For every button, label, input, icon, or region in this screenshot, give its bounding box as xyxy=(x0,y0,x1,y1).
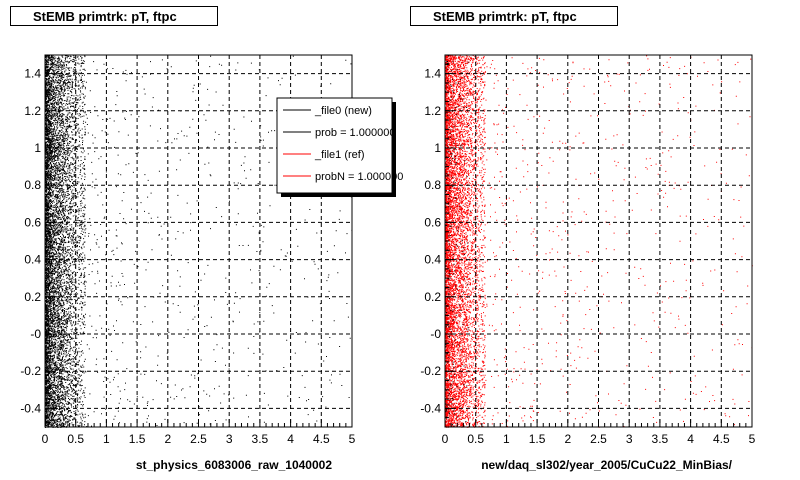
legend-label: probN = 1.000000 xyxy=(315,171,403,183)
scatter-points-0 xyxy=(45,55,353,428)
x-tick-label: 3.5 xyxy=(652,432,669,446)
x-tick-label: 1.5 xyxy=(529,432,546,446)
x-tick-label: 1.5 xyxy=(129,432,146,446)
y-tick-label: 1.2 xyxy=(424,104,441,118)
x-tick-label: 4.5 xyxy=(313,432,330,446)
legend-label: prob = 1.000000 xyxy=(315,127,395,139)
y-tick-label: 1.2 xyxy=(24,104,41,118)
y-tick-label: 1 xyxy=(434,141,441,155)
y-tick-label: 0.2 xyxy=(24,290,41,304)
x-tick-label: 1 xyxy=(103,432,110,446)
x-tick-label: 0.5 xyxy=(67,432,84,446)
grid-1 xyxy=(445,55,752,427)
y-tick-label: 1.4 xyxy=(424,67,441,81)
x-tick-label: 4 xyxy=(287,432,294,446)
x-tick-label: 3.5 xyxy=(252,432,269,446)
y-tick-label: -0 xyxy=(430,327,441,341)
y-tick-label: -0.2 xyxy=(420,364,441,378)
x-axis-title: st_physics_6083006_raw_1040002 xyxy=(136,458,332,472)
legend-box xyxy=(276,97,393,194)
x-tick-label: 0 xyxy=(442,432,449,446)
scatter-points-1 xyxy=(445,55,753,428)
x-tick-label: 0 xyxy=(42,432,49,446)
y-tick-label: 0.8 xyxy=(424,178,441,192)
x-tick-label: 5 xyxy=(749,432,756,446)
y-tick-label: 1.4 xyxy=(24,67,41,81)
grid-0 xyxy=(45,55,352,427)
x-tick-label: 2 xyxy=(164,432,171,446)
left-chart-title: StEMB primtrk: pT, ftpc xyxy=(10,6,218,26)
y-tick-label: 0.4 xyxy=(24,253,41,267)
legend: _file0 (new) prob = 1.000000 _file1 (ref) p… xyxy=(276,97,403,197)
y-tick-label: -0.4 xyxy=(20,401,41,415)
x-tick-label: 2.5 xyxy=(590,432,607,446)
x-axis-title: new/daq_sl302/year_2005/CuCu22_MinBias/ xyxy=(481,458,732,472)
x-tick-label: 2 xyxy=(564,432,571,446)
legend-label: _file0 (new) xyxy=(314,105,372,117)
x-tick-label: 5 xyxy=(349,432,356,446)
y-tick-label: 0.6 xyxy=(24,215,41,229)
series-points-0 xyxy=(45,55,353,428)
x-tick-label: 3 xyxy=(626,432,633,446)
y-tick-label: 0.6 xyxy=(424,215,441,229)
chart-1: 0 0.5 1 1.5 2 2.5 3 3.5 4 4.5 5 -0.4 -0.2 -0 0.2 0.4 0.6… xyxy=(420,54,756,472)
chart-0: 0 0.5 1 1.5 2 2.5 3 3.5 4 4.5 5 -0.4 -0.2 -0 0.2 0.4 0.6… xyxy=(20,54,403,472)
y-tick-label: -0 xyxy=(30,327,41,341)
x-tick-label: 2.5 xyxy=(190,432,207,446)
x-tick-label: 1 xyxy=(503,432,510,446)
x-tick-label: 4.5 xyxy=(713,432,730,446)
x-tick-label: 4 xyxy=(687,432,694,446)
x-tick-label: 3 xyxy=(226,432,233,446)
x-tick-label: 0.5 xyxy=(467,432,484,446)
y-tick-label: -0.4 xyxy=(420,401,441,415)
y-tick-label: -0.2 xyxy=(20,364,41,378)
right-chart-title: StEMB primtrk: pT, ftpc xyxy=(410,6,618,26)
series-points-1 xyxy=(445,55,753,428)
y-tick-label: 0.8 xyxy=(24,178,41,192)
y-tick-label: 0.2 xyxy=(424,290,441,304)
legend-label: _file1 (ref) xyxy=(314,149,365,161)
y-tick-label: 1 xyxy=(34,141,41,155)
y-tick-label: 0.4 xyxy=(424,253,441,267)
